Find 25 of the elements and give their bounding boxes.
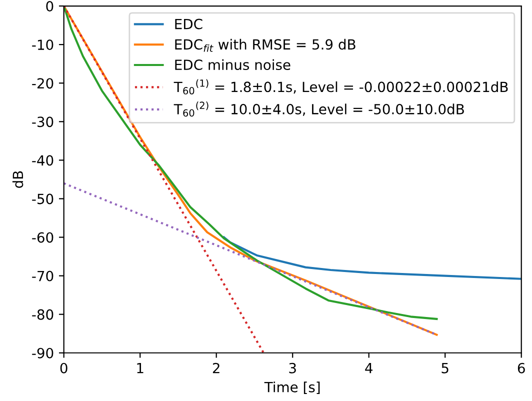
x-axis-title: Time [s] — [264, 382, 320, 394]
x-tick-label: 4 — [365, 363, 372, 374]
y-tick-label: -40 — [32, 155, 54, 166]
legend-label: EDC — [175, 18, 202, 30]
y-tick-label: -80 — [32, 309, 54, 320]
y-tick-label: 0 — [46, 0, 54, 12]
legend-label: EDC$_{fit}$ with RMSE = 5.9 dB — [175, 38, 356, 52]
legend-label: T$_{60}$$^{(1)}$ = 1.8±0.1s, Level = -0.00022±0.00021dB — [174, 79, 508, 94]
y-tick-label: -30 — [32, 116, 54, 128]
x-tick-label: 0 — [60, 362, 68, 374]
y-tick-label: -50 — [32, 194, 54, 204]
x-tick-label: 6 — [518, 362, 525, 374]
y-tick-label: -20 — [32, 78, 54, 89]
x-tick-label: 3 — [289, 362, 296, 374]
y-axis-title: dB — [12, 171, 24, 188]
x-tick-label: 1 — [137, 363, 144, 374]
legend-label: T$_{60}$$^{(2)}$ = 10.0±4.0s, Level = -50.0±10.0dB — [174, 102, 464, 117]
y-tick-label: -70 — [32, 270, 54, 282]
y-tick-label: -60 — [32, 232, 54, 243]
y-tick-label: -10 — [32, 40, 54, 50]
y-tick-label: -90 — [32, 348, 54, 358]
x-tick-label: 5 — [442, 363, 448, 374]
line-series — [222, 236, 522, 280]
legend-label: EDC minus noise — [175, 59, 290, 70]
x-tick-label: 2 — [212, 362, 220, 374]
